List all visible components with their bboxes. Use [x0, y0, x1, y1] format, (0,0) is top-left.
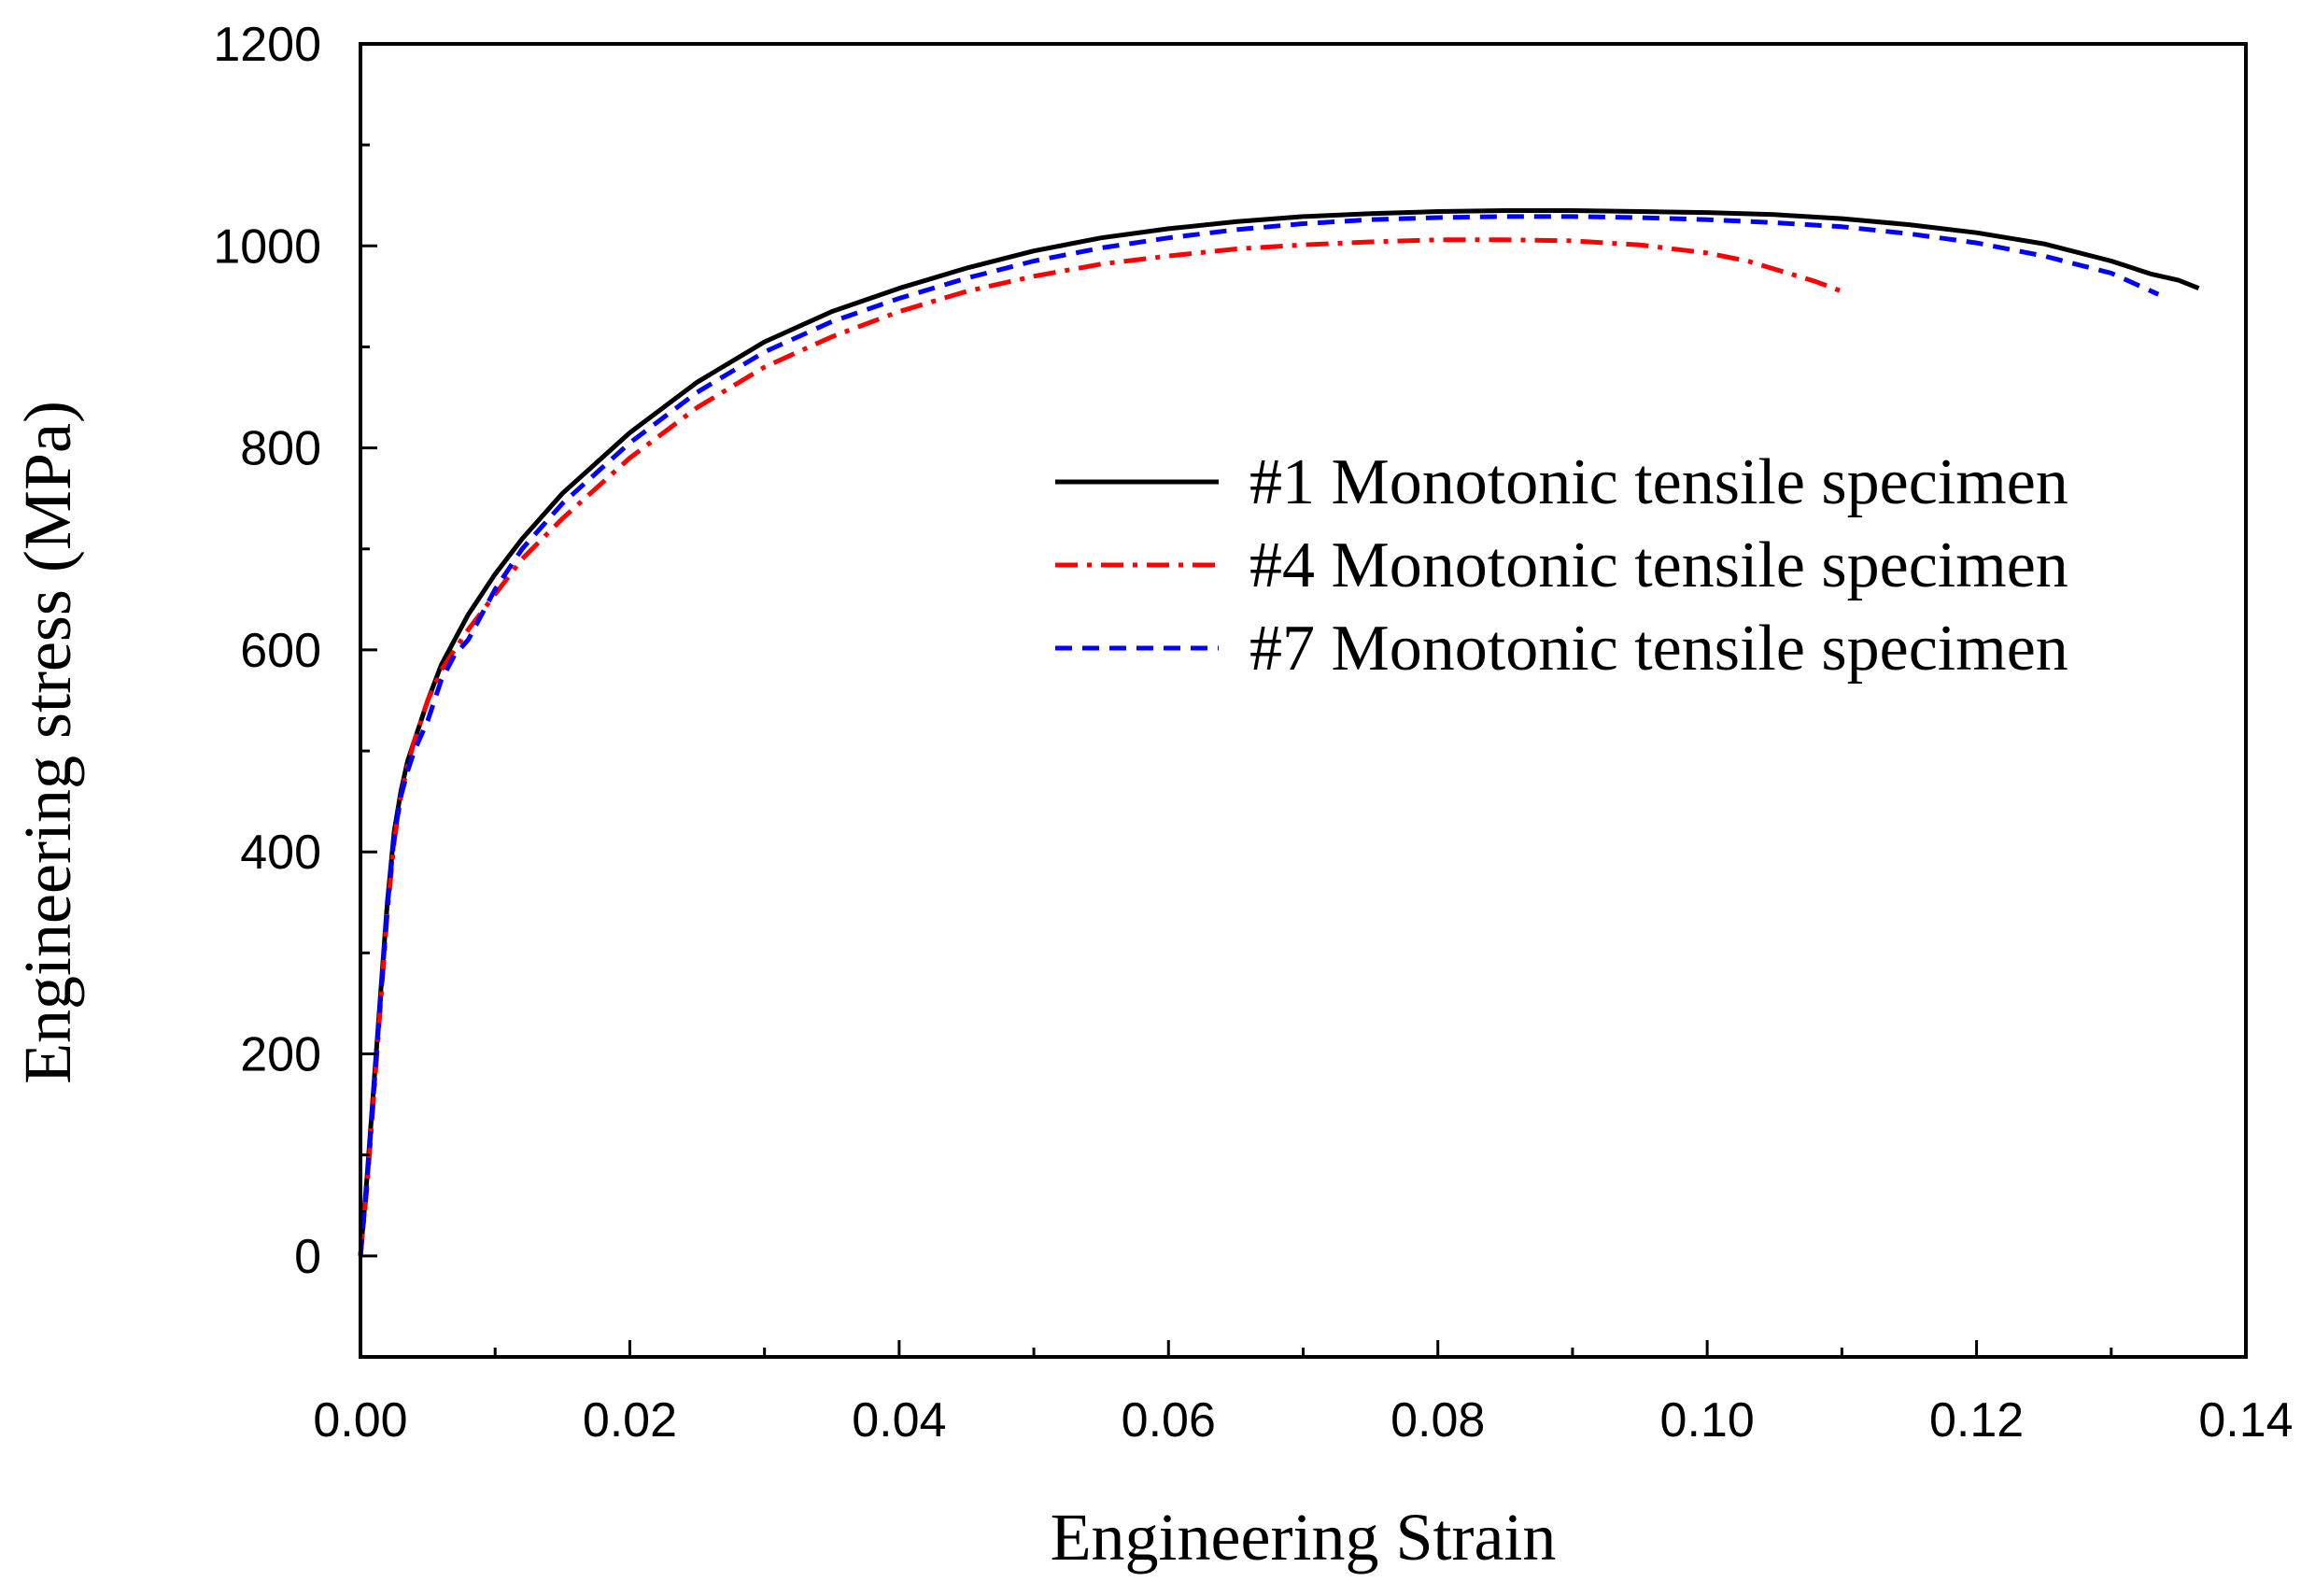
legend-label-1: #1 Monotonic tensile specimen: [1249, 446, 2068, 518]
x-axis-label: Engineering Strain: [1051, 1500, 1557, 1575]
legend: #1 Monotonic tensile specimen #4 Monotoni…: [1055, 446, 2068, 685]
x-tick-label: 0.00: [313, 1393, 407, 1448]
y-tick-label: 200: [240, 1028, 321, 1082]
series-layer: [358, 208, 2200, 1257]
x-tick-label: 0.08: [1390, 1393, 1485, 1448]
legend-label-3: #7 Monotonic tensile specimen: [1249, 613, 2068, 685]
y-tick-label: 1000: [213, 219, 321, 274]
y-axis-label: Engineering stress (MPa): [10, 401, 85, 1084]
y-tick-label: 0: [294, 1230, 321, 1284]
y-tick-label: 1200: [213, 18, 321, 72]
y-axis-ticks: 0 200 400 600 800 1000 1200: [213, 18, 377, 1359]
x-tick-label: 0.04: [852, 1393, 946, 1448]
y-tick-label: 400: [240, 826, 321, 880]
legend-label-2: #4 Monotonic tensile specimen: [1249, 530, 2068, 601]
y-tick-label: 600: [240, 624, 321, 678]
x-tick-label: 0.06: [1122, 1393, 1216, 1448]
x-tick-label: 0.10: [1660, 1393, 1755, 1448]
x-tick-label: 0.02: [583, 1393, 677, 1448]
y-tick-label: 800: [240, 422, 321, 476]
x-tick-label: 0.12: [1929, 1393, 2024, 1448]
series-line-3: [358, 214, 2160, 1257]
x-axis-ticks: 0.00 0.02 0.04 0.06 0.08 0.10 0.12 0.14: [313, 1340, 2294, 1448]
x-tick-label: 0.14: [2198, 1393, 2293, 1448]
